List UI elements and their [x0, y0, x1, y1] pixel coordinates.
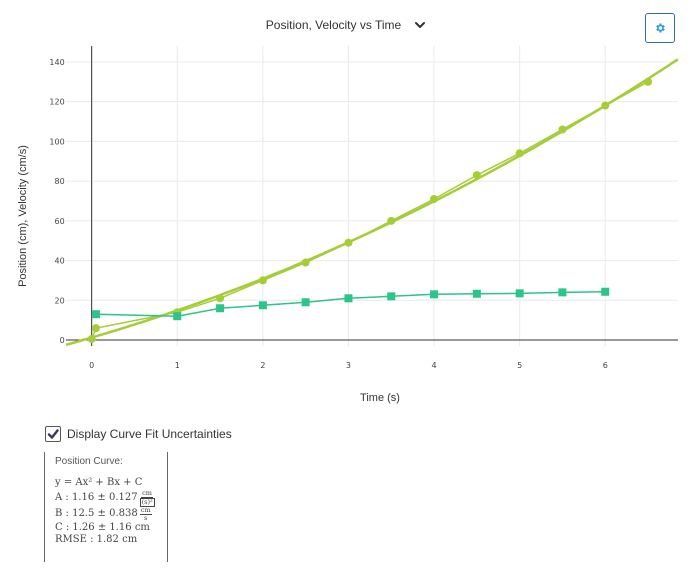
data-point-square — [301, 298, 310, 307]
fit-param-b-value: B : 12.5 ± 0.838 — [55, 507, 138, 519]
y-tick-label: 60 — [54, 217, 64, 226]
data-point-square — [258, 301, 267, 310]
data-point-circle — [644, 77, 653, 86]
data-point-square — [558, 288, 567, 297]
data-point-circle — [216, 294, 225, 303]
axes — [66, 46, 678, 346]
chart-selector[interactable]: Position, Velocity vs Time — [266, 18, 427, 32]
fit-param-a-unit: cm (s)² — [139, 488, 155, 507]
fit-heading: Position Curve: — [55, 456, 123, 467]
x-tick-label: 5 — [517, 361, 522, 370]
data-point-circle — [601, 101, 610, 110]
y-tick-label: 40 — [54, 257, 64, 266]
x-tick-label: 2 — [260, 361, 265, 370]
y-tick-label: 100 — [49, 137, 64, 146]
data-point-square — [472, 289, 481, 298]
data-point-circle — [91, 324, 100, 333]
uncertainty-checkbox[interactable] — [45, 426, 61, 442]
data-point-square — [515, 289, 524, 298]
data-point-circle — [472, 171, 481, 180]
x-tick-label: 1 — [175, 361, 180, 370]
fit-param-a-value: A : 1.16 ± 0.127 — [55, 491, 138, 503]
data-point-circle — [387, 216, 396, 225]
data-point-square — [387, 292, 396, 301]
uncertainty-label: Display Curve Fit Uncertainties — [67, 427, 232, 441]
x-tick-label: 4 — [432, 361, 437, 370]
fit-param-a-unit-den: (s)² — [139, 497, 155, 507]
uncertainty-toggle[interactable]: Display Curve Fit Uncertainties — [45, 424, 232, 444]
data-point-circle — [87, 335, 96, 344]
fit-param-b: B : 12.5 ± 0.838 cm s — [55, 505, 157, 522]
chart-title: Position, Velocity vs Time — [265, 18, 402, 32]
fit-param-b-unit-num: cm — [139, 505, 152, 515]
settings-button[interactable] — [645, 13, 675, 43]
data-point-square — [91, 310, 100, 319]
fit-param-a: A : 1.16 ± 0.127 cm (s)² — [55, 488, 157, 507]
y-tick-label: 120 — [49, 98, 64, 107]
data-point-circle — [558, 125, 567, 134]
series-layer — [87, 77, 653, 344]
data-point-circle — [301, 258, 310, 267]
chart-header: Position, Velocity vs Time — [0, 18, 693, 40]
chevron-down-icon — [415, 22, 426, 28]
data-point-square — [601, 287, 610, 296]
data-point-square — [216, 304, 225, 313]
fit-equation: y = Ax² + Bx + C — [55, 477, 143, 488]
checkmark-icon — [47, 429, 59, 439]
data-point-circle — [258, 276, 267, 285]
data-point-circle — [515, 149, 524, 158]
data-point-circle — [430, 194, 439, 203]
y-tick-label: 0 — [60, 336, 65, 345]
y-axis-title: Position (cm), Velocity (cm/s) — [17, 145, 29, 287]
series-line — [91, 81, 649, 340]
data-point-square — [344, 294, 353, 303]
x-axis-title: Time (s) — [360, 392, 400, 404]
y-tick-label: 140 — [49, 58, 64, 67]
fit-param-b-unit-den: s — [143, 513, 148, 522]
y-tick-label: 80 — [54, 177, 64, 186]
x-tick-label: 0 — [89, 361, 94, 370]
fit-rmse: RMSE : 1.82 cm — [55, 534, 138, 545]
fit-results-panel: Position Curve: y = Ax² + Bx + C A : 1.1… — [44, 452, 168, 562]
fit-param-b-unit: cm s — [139, 505, 152, 522]
fit-param-a-unit-num: cm — [141, 488, 153, 498]
data-point-square — [173, 312, 182, 321]
y-tick-label: 20 — [54, 296, 64, 305]
gear-icon — [656, 23, 665, 33]
fit-param-c: C : 1.26 ± 1.16 cm — [55, 521, 150, 533]
series-circle-group — [87, 77, 653, 344]
series-line — [95, 291, 606, 317]
series-square-group — [91, 287, 610, 321]
x-tick-label: 6 — [603, 361, 608, 370]
data-point-square — [430, 290, 439, 299]
grid-lines — [66, 46, 678, 346]
data-point-circle — [344, 238, 353, 247]
x-tick-label: 3 — [346, 361, 351, 370]
